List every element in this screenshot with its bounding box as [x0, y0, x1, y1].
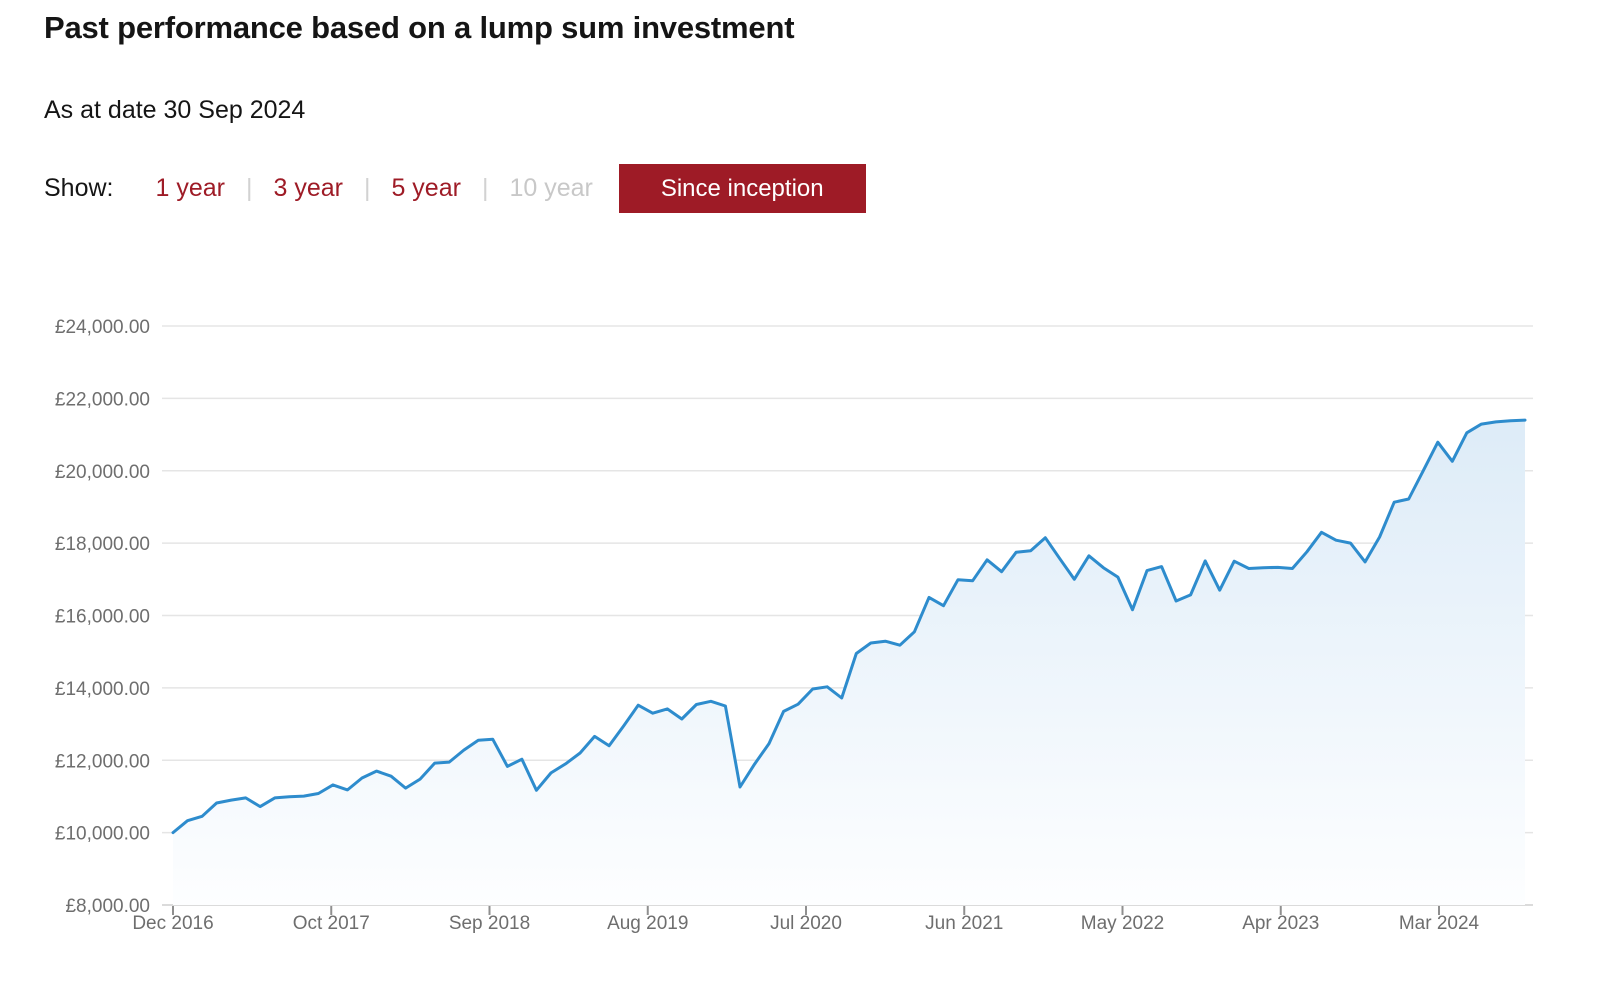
series-area-fill	[173, 420, 1525, 905]
y-axis-label: £8,000.00	[65, 896, 150, 917]
show-option-3-year[interactable]: 3 year	[273, 174, 343, 202]
separator: |	[363, 174, 371, 202]
page-title: Past performance based on a lump sum inv…	[44, 10, 795, 45]
show-option-10-year: 10 year	[509, 174, 593, 202]
y-axis-label: £22,000.00	[55, 389, 150, 410]
x-axis-label: Mar 2024	[1399, 913, 1480, 934]
show-option-since-inception-button[interactable]: Since inception	[618, 164, 866, 213]
separator: |	[481, 174, 489, 202]
x-axis-label: Oct 2017	[293, 913, 370, 934]
y-axis-label: £16,000.00	[55, 607, 150, 628]
separator: |	[245, 174, 253, 202]
x-axis-label: Jun 2021	[925, 913, 1003, 934]
y-axis-label: £24,000.00	[55, 317, 150, 338]
x-axis-label: Apr 2023	[1242, 913, 1319, 934]
show-option-1-year[interactable]: 1 year	[155, 174, 225, 202]
show-option-5-year[interactable]: 5 year	[391, 174, 461, 202]
x-axis-label: Jul 2020	[770, 913, 842, 934]
x-axis-label: Aug 2019	[607, 913, 688, 934]
y-axis-label: £20,000.00	[55, 462, 150, 483]
performance-chart-svg[interactable]: £8,000.00 £10,000.00 £12,000.00 £14,000.00 £…	[0, 276, 1624, 976]
x-axis-label: May 2022	[1081, 913, 1164, 934]
y-axis-label: £12,000.00	[55, 751, 150, 772]
as-at-date: As at date 30 Sep 2024	[44, 96, 306, 124]
series-line[interactable]	[171, 418, 1527, 835]
period-selector: Show: 1 year | 3 year | 5 year | 10 year…	[44, 164, 866, 213]
y-axis-label: £10,000.00	[55, 824, 150, 845]
x-axis-label: Dec 2016	[132, 913, 213, 934]
y-axis-label: £18,000.00	[55, 534, 150, 555]
x-axis-label: Sep 2018	[449, 913, 530, 934]
y-axis-label: £14,000.00	[55, 679, 150, 700]
performance-chart[interactable]: £8,000.00 £10,000.00 £12,000.00 £14,000.00 £…	[0, 276, 1624, 976]
show-label: Show:	[44, 174, 114, 202]
